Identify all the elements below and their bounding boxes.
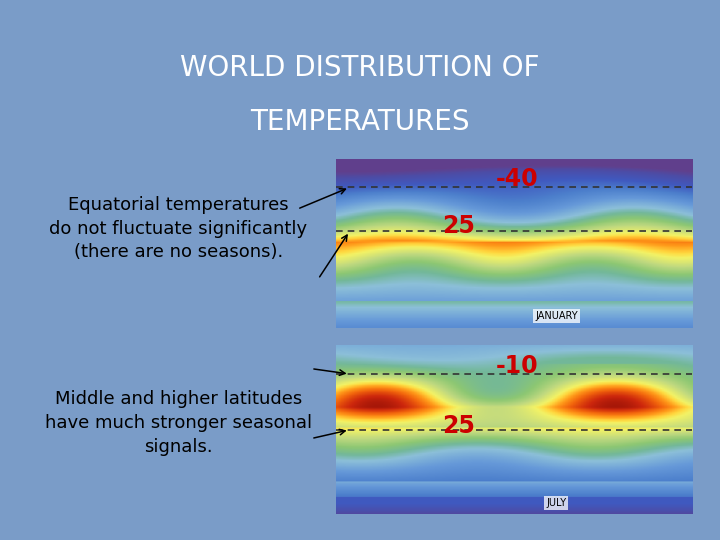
Text: -10: -10	[496, 354, 539, 377]
Text: JANUARY: JANUARY	[535, 311, 577, 321]
Text: -40: -40	[496, 167, 539, 191]
Text: Equatorial temperatures
do not fluctuate significantly
(there are no seasons).: Equatorial temperatures do not fluctuate…	[50, 196, 307, 261]
Text: TEMPERATURES: TEMPERATURES	[251, 107, 469, 136]
Text: 25: 25	[442, 214, 475, 238]
Text: Middle and higher latitudes
have much stronger seasonal
signals.: Middle and higher latitudes have much st…	[45, 390, 312, 456]
Text: WORLD DISTRIBUTION OF: WORLD DISTRIBUTION OF	[180, 53, 540, 82]
Text: 25: 25	[442, 415, 475, 438]
Text: JULY: JULY	[546, 497, 567, 508]
